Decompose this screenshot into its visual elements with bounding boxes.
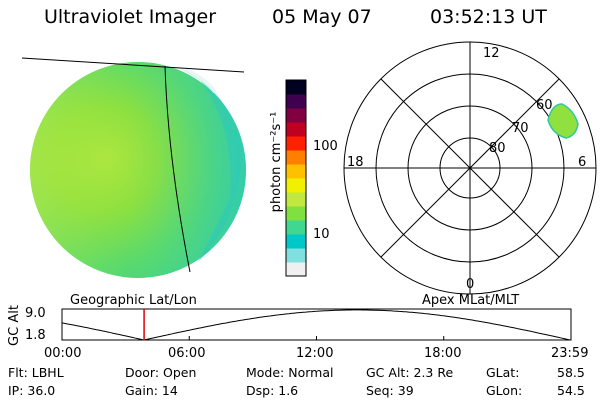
colorbar-swatch <box>286 206 306 221</box>
mlt-label-6: 6 <box>578 155 587 170</box>
mlt-label-0: 0 <box>466 277 475 292</box>
earth-disk-image <box>30 62 246 278</box>
colorbar-swatch <box>286 94 306 109</box>
lat-label-60: 60 <box>536 98 553 113</box>
polar-plot <box>343 41 597 295</box>
orbit-plot <box>61 308 572 341</box>
orbit-y-label: GC Alt <box>6 305 22 346</box>
info-door: Door: Open <box>125 365 197 380</box>
info-glat-label: GLat: <box>486 365 520 380</box>
colorbar-unit-label: photon cm⁻²s⁻¹ <box>269 111 284 213</box>
colorbar-tick-100: 100 <box>313 139 338 154</box>
polar-aurora-patch <box>547 103 579 139</box>
info-glon-value: 54.5 <box>557 383 585 398</box>
mlt-label-12: 12 <box>483 46 500 61</box>
colorbar-swatch <box>286 178 306 193</box>
colorbar-swatch <box>286 164 306 179</box>
colorbar-swatch <box>286 192 306 207</box>
orbit-xtick-1: 06:00 <box>168 346 206 361</box>
orbit-xtick-0: 00:00 <box>44 346 82 361</box>
colorbar-swatch <box>286 136 306 151</box>
orbit-altitude-curve <box>61 309 572 341</box>
geographic-grid-line <box>21 57 245 73</box>
orbit-xtick-2: 12:00 <box>296 346 334 361</box>
info-gain: Gain: 14 <box>125 383 178 398</box>
colorbar-swatch <box>286 248 306 263</box>
geographic-meridian-line <box>164 65 191 273</box>
colorbar-swatch <box>286 108 306 123</box>
colorbar-swatch <box>286 220 306 235</box>
colorbar-swatch <box>286 150 306 165</box>
info-glat-value: 58.5 <box>557 365 585 380</box>
date-label: 05 May 07 <box>272 6 372 28</box>
orbit-ytick-top: 9.0 <box>25 306 46 321</box>
info-mode: Mode: Normal <box>246 365 334 380</box>
info-flt: Flt: LBHL <box>8 365 64 380</box>
info-dsp: Dsp: 1.6 <box>246 383 299 398</box>
orbit-ytick-bottom: 1.8 <box>25 328 46 343</box>
orbit-xtick-3: 18:00 <box>424 346 462 361</box>
right-projection-label: Apex MLat/MLT <box>422 293 520 308</box>
info-gcalt: GC Alt: 2.3 Re <box>366 365 454 380</box>
lat-label-70: 70 <box>512 121 529 136</box>
colorbar-tick-10: 10 <box>313 227 330 242</box>
time-label: 03:52:13 UT <box>430 6 547 28</box>
instrument-title: Ultraviolet Imager <box>44 6 217 28</box>
colorbar <box>285 79 307 277</box>
colorbar-swatch <box>286 262 306 277</box>
info-glon-label: GLon: <box>486 383 523 398</box>
orbit-xtick-4: 23:59 <box>551 346 589 361</box>
colorbar-swatch <box>286 122 306 137</box>
colorbar-swatch <box>286 234 306 249</box>
mlt-label-18: 18 <box>347 155 364 170</box>
colorbar-frame <box>285 79 307 277</box>
info-seq: Seq: 39 <box>366 383 414 398</box>
lat-label-80: 80 <box>489 141 506 156</box>
info-ip: IP: 36.0 <box>8 383 56 398</box>
left-projection-label: Geographic Lat/Lon <box>70 293 197 308</box>
colorbar-swatch <box>286 80 306 95</box>
